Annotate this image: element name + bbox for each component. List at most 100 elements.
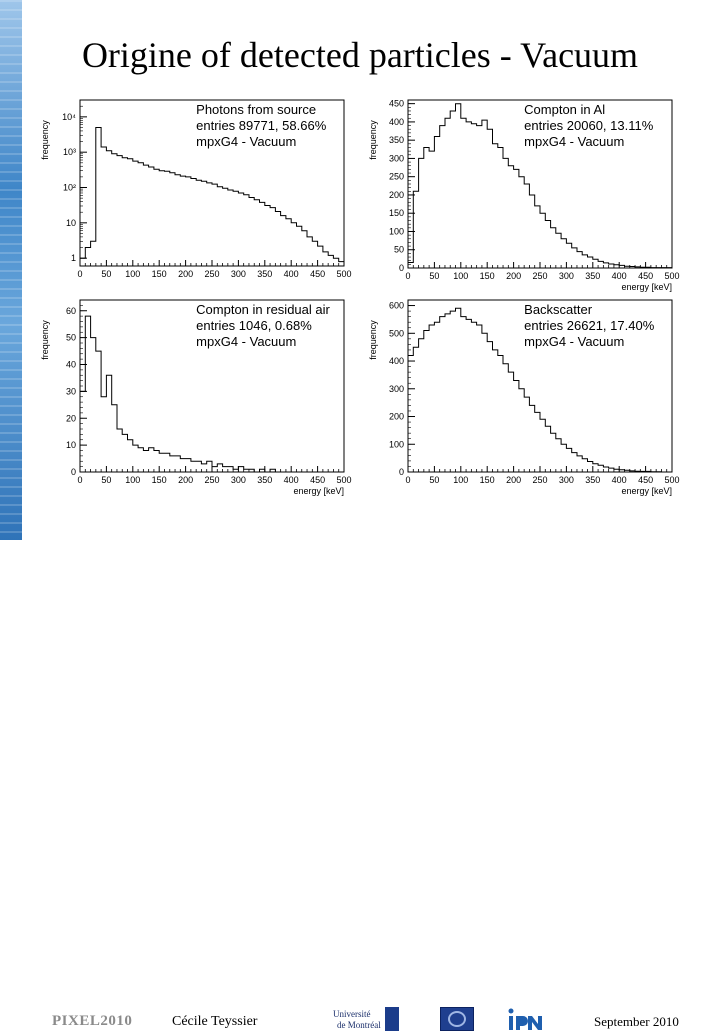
y-tick-label: 60 xyxy=(66,306,76,316)
legend-line-0: Backscatter xyxy=(524,302,593,317)
histogram-svg-photons: 0 50 100 150 200 250 300 350 400 450 500 1 10 10² 10³ 1… xyxy=(40,99,352,279)
ipnl-logo xyxy=(508,1008,542,1030)
y-tick-label: 0 xyxy=(399,467,404,477)
y-tick-label: 100 xyxy=(389,439,404,449)
y-tick-label: 250 xyxy=(389,172,404,182)
y-axis-label: frequency xyxy=(368,320,378,360)
x-axis-label: energy [keV] xyxy=(293,486,344,496)
universite-de-montreal-logo: Université de Montréal xyxy=(333,1007,399,1033)
x-tick-label: 200 xyxy=(178,269,193,279)
x-tick-label: 150 xyxy=(480,271,495,281)
x-tick-label: 350 xyxy=(585,475,600,485)
presentation-date: September 2010 xyxy=(594,1014,679,1029)
x-tick-label: 350 xyxy=(257,475,272,485)
x-tick-label: 300 xyxy=(231,269,246,279)
legend-line-0: Compton in residual air xyxy=(196,302,330,317)
conference-label: PIXEL2010 xyxy=(52,1013,133,1029)
y-tick-label: 0 xyxy=(71,467,76,477)
x-tick-label: 400 xyxy=(612,271,627,281)
histogram-compton-in-al: 0 50 100 150 200 250 300 350 400 450 500 0 50 100 150 2… xyxy=(364,96,682,296)
y-axis-label: frequency xyxy=(40,120,50,160)
y-tick-label: 200 xyxy=(389,190,404,200)
y-axis-label: frequency xyxy=(368,120,378,160)
x-tick-label: 400 xyxy=(612,475,627,485)
y-tick-label: 10 xyxy=(66,218,76,228)
histogram-compton-residual-air: 0 50 100 150 200 250 300 350 400 450 500 0 10 20 30 40 5… xyxy=(36,296,354,500)
x-tick-label: 500 xyxy=(336,475,351,485)
legend-line-1: entries 20060, 13.11% xyxy=(524,118,654,133)
plot-frame xyxy=(79,299,345,473)
y-tick-label: 100 xyxy=(389,226,404,236)
institution-seal-logo xyxy=(440,1007,474,1031)
x-tick-label: 0 xyxy=(77,475,82,485)
x-tick-label: 250 xyxy=(204,475,219,485)
x-tick-label: 0 xyxy=(405,475,410,485)
x-tick-label: 150 xyxy=(152,269,167,279)
x-tick-label: 300 xyxy=(231,475,246,485)
y-tick-label: 500 xyxy=(389,328,404,338)
legend-line-2: mpxG4 - Vacuum xyxy=(196,334,296,349)
y-tick-label: 350 xyxy=(389,135,404,145)
x-tick-label: 300 xyxy=(559,271,574,281)
y-tick-label: 10⁴ xyxy=(62,112,76,122)
x-axis-label: energy [keV] xyxy=(621,282,672,292)
x-tick-label: 100 xyxy=(453,271,468,281)
y-tick-label: 10 xyxy=(66,440,76,450)
x-tick-label: 500 xyxy=(664,271,679,281)
x-tick-label: 100 xyxy=(453,475,468,485)
x-tick-label: 50 xyxy=(429,271,439,281)
histogram-line xyxy=(79,127,345,266)
x-tick-label: 450 xyxy=(310,269,325,279)
x-tick-label: 500 xyxy=(336,269,351,279)
x-axis-label: energy [keV] xyxy=(621,486,672,496)
y-tick-label: 600 xyxy=(389,301,404,311)
y-tick-label: 40 xyxy=(66,360,76,370)
plot-frame xyxy=(407,299,673,473)
y-tick-label: 10³ xyxy=(63,147,76,157)
legend-line-2: mpxG4 - Vacuum xyxy=(196,134,296,149)
x-tick-label: 200 xyxy=(506,271,521,281)
histogram-svg-compton-air: 0 50 100 150 200 250 300 350 400 450 500 0 10 20 30 40 5… xyxy=(40,299,352,496)
x-tick-label: 0 xyxy=(405,271,410,281)
x-tick-label: 100 xyxy=(125,475,140,485)
x-tick-label: 100 xyxy=(125,269,140,279)
y-axis-label: frequency xyxy=(40,320,50,360)
x-tick-label: 200 xyxy=(178,475,193,485)
plot-frame xyxy=(407,99,673,269)
y-tick-label: 400 xyxy=(389,356,404,366)
y-tick-label: 150 xyxy=(389,208,404,218)
y-tick-label: 450 xyxy=(389,99,404,109)
x-tick-label: 150 xyxy=(480,475,495,485)
y-tick-label: 300 xyxy=(389,384,404,394)
y-tick-label: 200 xyxy=(389,412,404,422)
author-name: Cécile Teyssier xyxy=(172,1014,258,1029)
y-tick-label: 20 xyxy=(66,413,76,423)
x-tick-label: 500 xyxy=(664,475,679,485)
x-tick-label: 0 xyxy=(77,269,82,279)
legend-line-2: mpxG4 - Vacuum xyxy=(524,134,624,149)
x-tick-label: 450 xyxy=(310,475,325,485)
side-decoration-band xyxy=(0,0,22,540)
legend-line-2: mpxG4 - Vacuum xyxy=(524,334,624,349)
x-tick-label: 350 xyxy=(585,271,600,281)
y-tick-label: 30 xyxy=(66,386,76,396)
x-tick-label: 350 xyxy=(257,269,272,279)
slide-title: Origine of detected particles - Vacuum xyxy=(81,35,639,75)
histogram-svg-compton-al: 0 50 100 150 200 250 300 350 400 450 500 0 50 100 150 2… xyxy=(368,99,680,292)
y-tick-label: 300 xyxy=(389,153,404,163)
histogram-backscatter: 0 50 100 150 200 250 300 350 400 450 500 0 100 200 300… xyxy=(364,296,682,500)
legend-line-0: Compton in Al xyxy=(524,102,605,117)
x-tick-label: 450 xyxy=(638,271,653,281)
x-tick-label: 400 xyxy=(284,269,299,279)
histogram-svg-backscatter: 0 50 100 150 200 250 300 350 400 450 500 0 100 200 300… xyxy=(368,299,680,496)
legend-line-1: entries 26621, 17.40% xyxy=(524,318,655,333)
histogram-photons-from-source: 0 50 100 150 200 250 300 350 400 450 500 1 10 10² 10³ 1… xyxy=(36,96,354,286)
x-tick-label: 150 xyxy=(152,475,167,485)
y-tick-label: 400 xyxy=(389,117,404,127)
x-tick-label: 450 xyxy=(638,475,653,485)
x-tick-label: 250 xyxy=(204,269,219,279)
x-tick-label: 200 xyxy=(506,475,521,485)
x-tick-label: 250 xyxy=(532,271,547,281)
y-tick-label: 1 xyxy=(71,253,76,263)
x-tick-label: 250 xyxy=(532,475,547,485)
